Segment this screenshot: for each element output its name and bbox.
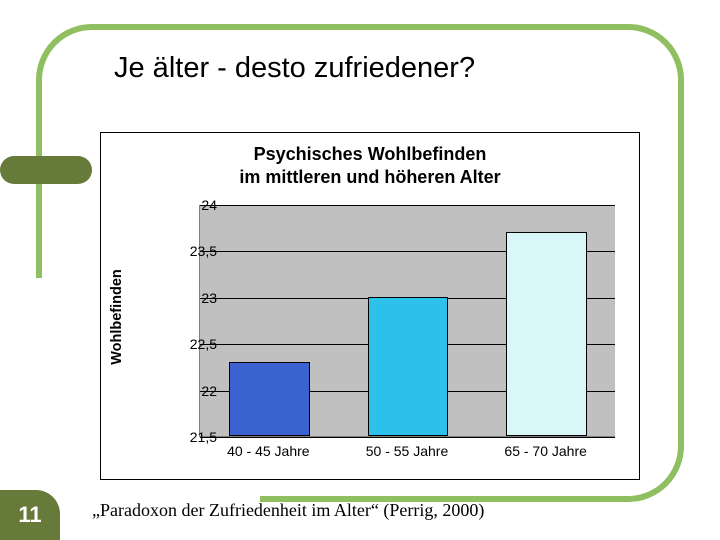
chart-gridline	[200, 205, 615, 206]
chart-bar	[229, 362, 309, 436]
chart-xtick: 65 - 70 Jahre	[486, 443, 606, 459]
chart-xtick: 50 - 55 Jahre	[347, 443, 467, 459]
accent-pill	[0, 156, 92, 184]
chart-ytick: 23	[157, 290, 217, 306]
chart-title-line2: im mittleren und höheren Alter	[239, 167, 500, 187]
slide-title: Je älter - desto zufriedener?	[114, 52, 475, 85]
slide-number: 11	[0, 490, 60, 540]
chart-bar	[368, 297, 448, 436]
chart-ytick: 22,5	[157, 336, 217, 352]
chart-ytick: 23,5	[157, 243, 217, 259]
chart-bar	[506, 232, 586, 436]
chart-xtick: 40 - 45 Jahre	[208, 443, 328, 459]
chart-plot-area	[199, 205, 615, 437]
chart-ytick: 24	[157, 197, 217, 213]
chart-container: Psychisches Wohlbefinden im mittleren un…	[100, 132, 640, 480]
chart-ylabel: Wohlbefinden	[109, 197, 125, 437]
slide-caption: „Paradoxon der Zufriedenheit im Alter“ (…	[92, 500, 484, 521]
chart-ytick: 22	[157, 383, 217, 399]
chart-title-line1: Psychisches Wohlbefinden	[254, 144, 487, 164]
chart-title: Psychisches Wohlbefinden im mittleren un…	[101, 143, 639, 188]
chart-gridline	[200, 437, 615, 438]
